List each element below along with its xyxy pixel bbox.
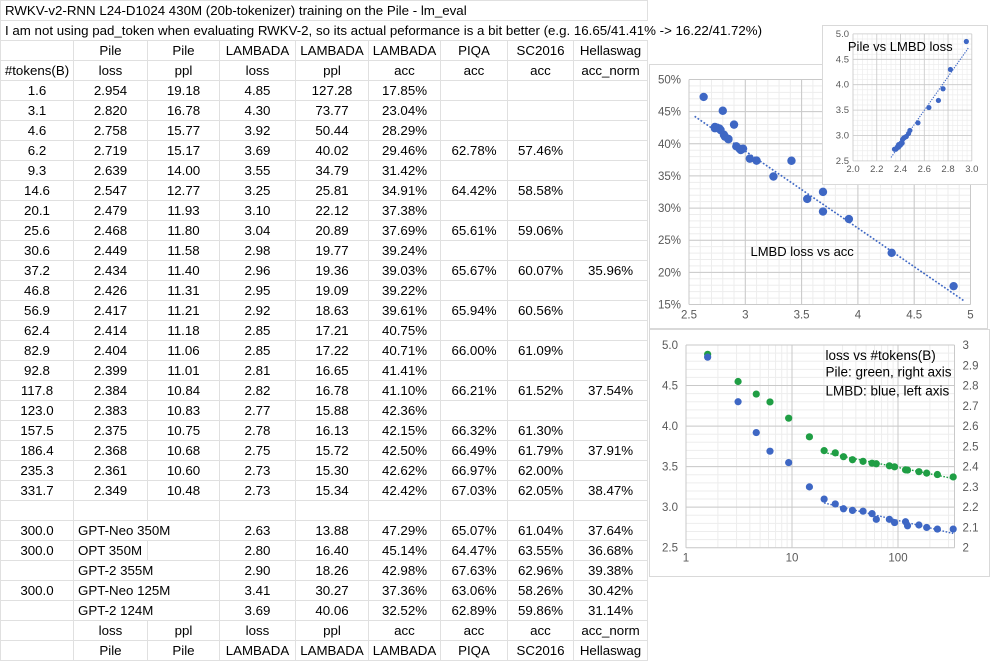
svg-text:2.1: 2.1 bbox=[963, 522, 979, 534]
svg-text:Pile vs LMBD loss: Pile vs LMBD loss bbox=[848, 39, 953, 54]
svg-text:1: 1 bbox=[683, 553, 689, 565]
svg-text:20%: 20% bbox=[658, 267, 681, 279]
svg-text:2.4: 2.4 bbox=[963, 462, 980, 474]
svg-text:50%: 50% bbox=[658, 75, 681, 87]
svg-text:40%: 40% bbox=[658, 139, 681, 151]
svg-text:2.0: 2.0 bbox=[846, 164, 859, 175]
svg-text:2.6: 2.6 bbox=[963, 421, 979, 433]
svg-text:4.5: 4.5 bbox=[662, 381, 678, 393]
svg-text:4.5: 4.5 bbox=[906, 310, 922, 322]
svg-text:2.6: 2.6 bbox=[918, 164, 931, 175]
svg-text:loss vs #tokens(B): loss vs #tokens(B) bbox=[826, 348, 936, 363]
svg-text:2.4: 2.4 bbox=[894, 164, 907, 175]
svg-text:2: 2 bbox=[963, 543, 969, 555]
svg-text:4.0: 4.0 bbox=[836, 80, 849, 91]
svg-text:LMBD: blue, left axis: LMBD: blue, left axis bbox=[826, 383, 950, 398]
svg-text:2.7: 2.7 bbox=[963, 401, 979, 413]
svg-text:2.2: 2.2 bbox=[963, 502, 979, 514]
svg-text:3: 3 bbox=[742, 310, 748, 322]
svg-text:3.5: 3.5 bbox=[662, 462, 678, 474]
svg-text:35%: 35% bbox=[658, 171, 681, 183]
svg-text:100: 100 bbox=[888, 553, 907, 565]
svg-text:2.2: 2.2 bbox=[870, 164, 883, 175]
svg-text:45%: 45% bbox=[658, 107, 681, 119]
svg-text:3.5: 3.5 bbox=[794, 310, 810, 322]
svg-text:3.0: 3.0 bbox=[662, 502, 678, 514]
svg-text:2.8: 2.8 bbox=[941, 164, 954, 175]
svg-text:15%: 15% bbox=[658, 300, 681, 312]
svg-text:3: 3 bbox=[963, 340, 969, 352]
svg-text:4.0: 4.0 bbox=[662, 421, 678, 433]
svg-text:10: 10 bbox=[786, 553, 799, 565]
svg-text:2.5: 2.5 bbox=[963, 441, 979, 453]
svg-text:Pile: green, right axis: Pile: green, right axis bbox=[826, 365, 952, 380]
svg-text:5: 5 bbox=[967, 310, 973, 322]
svg-text:2.8: 2.8 bbox=[963, 381, 979, 393]
svg-text:25%: 25% bbox=[658, 235, 681, 247]
svg-text:2.9: 2.9 bbox=[963, 360, 979, 372]
svg-text:2.5: 2.5 bbox=[662, 543, 678, 555]
svg-text:2.5: 2.5 bbox=[681, 310, 697, 322]
svg-text:4: 4 bbox=[855, 310, 862, 322]
svg-text:3.5: 3.5 bbox=[836, 105, 849, 116]
svg-text:3.0: 3.0 bbox=[965, 164, 978, 175]
svg-text:3.0: 3.0 bbox=[836, 131, 849, 142]
svg-text:30%: 30% bbox=[658, 203, 681, 215]
svg-text:4.5: 4.5 bbox=[836, 54, 849, 65]
svg-text:5.0: 5.0 bbox=[662, 340, 678, 352]
svg-text:LMBD loss vs acc: LMBD loss vs acc bbox=[751, 244, 855, 259]
svg-text:2.3: 2.3 bbox=[963, 482, 979, 494]
